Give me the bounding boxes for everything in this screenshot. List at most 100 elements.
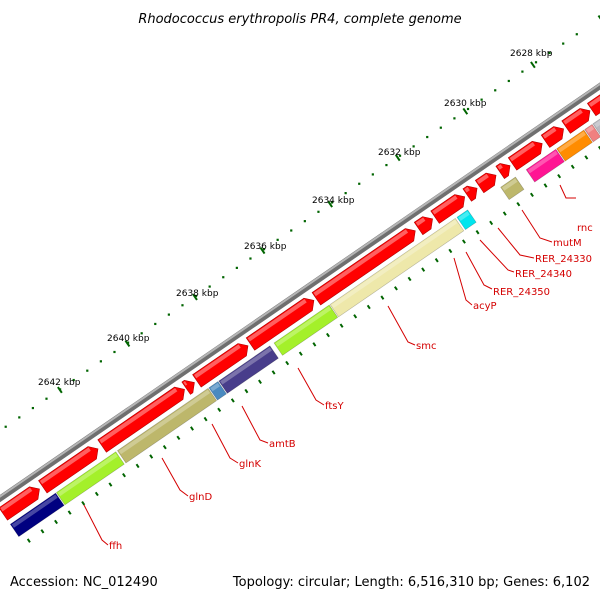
- forward-gene-arrow[interactable]: [0, 486, 40, 521]
- label-line-glnD: [161, 457, 189, 497]
- major-tick: [57, 386, 63, 394]
- gene-label-RER_24350[interactable]: RER_24350: [493, 287, 550, 298]
- label-line-amtB: [241, 405, 269, 444]
- reverse-gene-amtb[interactable]: [218, 345, 279, 394]
- gene-label-acyP[interactable]: acyP: [473, 301, 497, 312]
- forward-gene-arrow[interactable]: [311, 228, 416, 306]
- inner-tick: [516, 201, 521, 207]
- map-title: Rhodococcus erythropolis PR4, complete g…: [138, 12, 461, 27]
- forward-gene-shine: [509, 142, 535, 162]
- gene-labels: rnc mutM RER_24330 RER_24340 RER_24350 a…: [109, 223, 593, 552]
- minor-tick-dot: [140, 332, 143, 335]
- forward-gene-shine: [432, 195, 458, 215]
- tick-label-2632: 2632 kbp: [378, 148, 421, 158]
- inner-tick-marks: [26, 145, 600, 543]
- minor-tick-dot: [385, 163, 388, 167]
- reverse-gene-rer_24350[interactable]: [500, 176, 525, 201]
- gene-label-mutM[interactable]: mutM: [553, 238, 582, 249]
- accession-text: Accession: NC_012490: [10, 575, 158, 590]
- reverse-gene-shine: [118, 389, 211, 455]
- inner-tick: [394, 286, 398, 291]
- minor-tick-dot: [466, 107, 470, 111]
- forward-gene-shine: [476, 173, 489, 184]
- inner-tick: [529, 192, 534, 198]
- major-tick: [327, 200, 333, 208]
- gene-label-RER_24330[interactable]: RER_24330: [535, 254, 592, 265]
- major-tick: [597, 14, 600, 20]
- forward-gene-arrow[interactable]: [495, 163, 511, 180]
- minor-tick-dot: [72, 378, 75, 382]
- inner-tick: [271, 370, 276, 375]
- forward-gene-shine: [415, 217, 426, 226]
- forward-gene-arrow[interactable]: [38, 446, 99, 494]
- gene-label-amtB[interactable]: amtB: [269, 439, 296, 450]
- reverse-gene-shine: [594, 120, 600, 128]
- forward-gene-arrow[interactable]: [462, 185, 478, 202]
- gene-label-smc[interactable]: smc: [416, 341, 436, 352]
- reverse-gene-glnd[interactable]: [117, 387, 217, 464]
- forward-gene-arrow[interactable]: [245, 297, 315, 351]
- minor-tick-dot: [453, 117, 456, 120]
- gene-label-glnK[interactable]: glnK: [239, 459, 261, 470]
- inner-tick: [217, 407, 222, 413]
- inner-tick: [122, 472, 126, 478]
- forward-gene-shine: [497, 164, 503, 170]
- reverse-gene-shine: [558, 131, 586, 153]
- reverse-gene-rer_24340[interactable]: [584, 123, 600, 143]
- reverse-gene-acyp[interactable]: [456, 209, 477, 231]
- minor-tick-dot: [262, 248, 266, 251]
- inner-tick: [203, 416, 208, 422]
- genome-backbone-highlight: [0, 82, 600, 498]
- forward-gene-arrow[interactable]: [540, 126, 564, 148]
- tick-label-2630: 2630 kbp: [444, 99, 487, 109]
- minor-tick-dot: [222, 276, 225, 279]
- gene-label-RER_24340[interactable]: RER_24340: [515, 269, 572, 280]
- reverse-gene-rer_24330[interactable]: [525, 148, 565, 183]
- forward-gene-shine: [588, 95, 600, 107]
- label-line-RER_24340: [479, 239, 515, 273]
- forward-gene-arrow[interactable]: [192, 343, 249, 388]
- inner-tick: [108, 482, 113, 487]
- minor-tick-dot: [86, 369, 89, 372]
- forward-gene-arrow[interactable]: [474, 172, 497, 194]
- minor-tick-dot: [358, 182, 361, 185]
- label-line-smc: [387, 305, 416, 346]
- forward-gene-arrow[interactable]: [97, 386, 185, 453]
- reverse-gene-mutm[interactable]: [556, 129, 593, 162]
- inner-tick: [475, 230, 480, 235]
- minor-tick-dot: [99, 360, 102, 363]
- gene-label-ffh[interactable]: ffh: [109, 541, 122, 552]
- inner-tick: [543, 183, 548, 188]
- inner-tick: [135, 463, 140, 469]
- reverse-gene-ftsy[interactable]: [273, 304, 339, 356]
- tick-label-2638: 2638 kbp: [176, 289, 219, 299]
- minor-tick-dot: [4, 425, 7, 428]
- reverse-gene-rnc[interactable]: [592, 102, 600, 136]
- minor-tick-dot: [344, 192, 347, 195]
- inner-tick: [448, 248, 453, 254]
- forward-gene-shine: [0, 487, 33, 512]
- inner-tick: [326, 332, 330, 338]
- minor-tick-dot: [276, 238, 279, 241]
- reverse-gene-smc[interactable]: [329, 217, 465, 318]
- forward-gene-arrow[interactable]: [561, 108, 591, 134]
- forward-gene-arrow[interactable]: [430, 194, 466, 224]
- reverse-gene-ffh[interactable]: [9, 492, 65, 538]
- reverse-gene-glnk[interactable]: [208, 381, 227, 401]
- minor-tick-dot: [371, 173, 374, 176]
- minor-tick-dot: [575, 33, 578, 36]
- label-line-ftsY: [297, 367, 325, 406]
- forward-gene-arrow[interactable]: [507, 140, 543, 171]
- gene-label-rnc[interactable]: rnc: [577, 223, 593, 234]
- reverse-gene-ftsy[interactable]: [56, 451, 125, 506]
- gene-label-ftsY[interactable]: ftsY: [325, 401, 344, 412]
- inner-tick: [557, 173, 562, 179]
- label-line-ffh: [83, 504, 109, 546]
- forward-gene-shine: [39, 447, 91, 485]
- inner-tick: [366, 304, 371, 310]
- gene-label-glnD[interactable]: glnD: [189, 492, 212, 503]
- reverse-gene-shine: [220, 347, 272, 385]
- inner-tick: [230, 398, 235, 403]
- minor-tick-dot: [480, 98, 483, 101]
